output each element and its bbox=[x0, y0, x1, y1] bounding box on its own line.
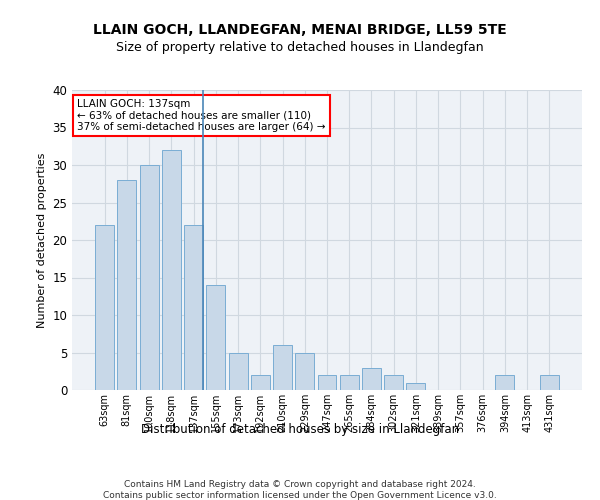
Bar bbox=[184, 225, 203, 390]
Bar bbox=[206, 285, 225, 390]
Text: LLAIN GOCH, LLANDEGFAN, MENAI BRIDGE, LL59 5TE: LLAIN GOCH, LLANDEGFAN, MENAI BRIDGE, LL… bbox=[93, 22, 507, 36]
Bar bbox=[295, 352, 314, 390]
Bar bbox=[362, 368, 381, 390]
Text: Distribution of detached houses by size in Llandegfan: Distribution of detached houses by size … bbox=[141, 422, 459, 436]
Bar bbox=[384, 375, 403, 390]
Bar bbox=[340, 375, 359, 390]
Bar bbox=[406, 382, 425, 390]
Bar bbox=[496, 375, 514, 390]
Text: Contains HM Land Registry data © Crown copyright and database right 2024.: Contains HM Land Registry data © Crown c… bbox=[124, 480, 476, 489]
Bar bbox=[273, 345, 292, 390]
Text: Size of property relative to detached houses in Llandegfan: Size of property relative to detached ho… bbox=[116, 41, 484, 54]
Bar bbox=[251, 375, 270, 390]
Bar bbox=[229, 352, 248, 390]
Bar bbox=[118, 180, 136, 390]
Bar bbox=[95, 225, 114, 390]
Bar bbox=[540, 375, 559, 390]
Bar bbox=[317, 375, 337, 390]
Text: LLAIN GOCH: 137sqm
← 63% of detached houses are smaller (110)
37% of semi-detach: LLAIN GOCH: 137sqm ← 63% of detached hou… bbox=[77, 99, 326, 132]
Bar bbox=[140, 165, 158, 390]
Text: Contains public sector information licensed under the Open Government Licence v3: Contains public sector information licen… bbox=[103, 491, 497, 500]
Bar bbox=[162, 150, 181, 390]
Y-axis label: Number of detached properties: Number of detached properties bbox=[37, 152, 47, 328]
